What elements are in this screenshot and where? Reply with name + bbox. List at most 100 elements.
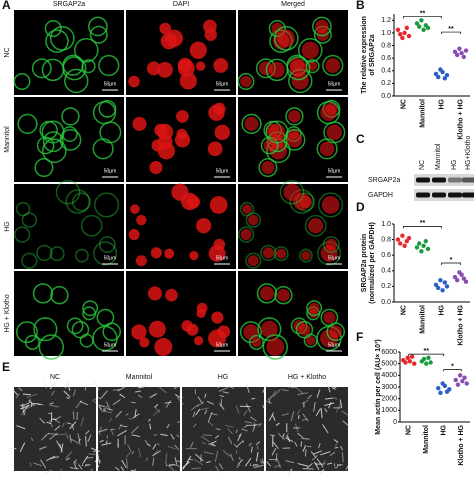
nucleus (277, 289, 290, 302)
significance-label: ** (420, 220, 426, 227)
nucleus (130, 204, 140, 214)
data-point (407, 34, 411, 38)
blot-band (432, 178, 446, 183)
data-point (465, 381, 469, 385)
nucleus (327, 125, 342, 140)
data-point (426, 26, 430, 30)
actin-fiber (260, 462, 266, 463)
nucleus (190, 42, 207, 59)
micrograph: 50μm (126, 10, 236, 95)
x-tick-label: Mannitol (423, 425, 430, 454)
data-point (400, 36, 404, 40)
data-point (464, 48, 468, 52)
nucleus (165, 289, 178, 302)
data-point (455, 278, 459, 282)
micrograph: 50μm (126, 97, 236, 182)
micrograph: 1 μm (176, 384, 267, 474)
micrograph: 50μm (14, 271, 124, 359)
data-point (443, 280, 447, 284)
actin-fiber (203, 435, 212, 436)
actin-fiber (324, 461, 325, 465)
band-label: SRGAP2a (368, 177, 400, 184)
nucleus (278, 30, 295, 47)
nucleus (129, 229, 140, 240)
y-tick-label: 1.2 (381, 17, 391, 24)
y-tick-label: 0.6 (381, 55, 391, 62)
column-header: SRGAP2a (53, 1, 85, 8)
scale-bar-label: 50μm (104, 255, 117, 261)
nucleus (323, 311, 335, 323)
blot-band (448, 193, 462, 198)
nucleus (164, 249, 174, 259)
data-point (438, 391, 442, 395)
lane-label: NC (419, 160, 426, 170)
y-tick-label: 0.0 (381, 93, 391, 100)
nucleus (215, 125, 230, 140)
image-background (266, 387, 348, 471)
significance-label: ** (424, 348, 430, 355)
nucleus (175, 132, 190, 147)
y-tick-label: 1.0 (381, 221, 391, 228)
scale-bar-label: 50μm (328, 255, 341, 261)
x-tick-label: Klotho + HG (457, 98, 464, 139)
data-point (436, 286, 440, 290)
data-point (421, 244, 425, 248)
column-header: Merged (281, 1, 305, 8)
nucleus (154, 338, 172, 356)
significance-label: ** (448, 26, 454, 33)
scale-bar-label: 50μm (328, 342, 341, 348)
row-label: Mannitol (4, 126, 11, 153)
micrograph: 1 μm (266, 380, 350, 476)
nucleus (189, 251, 198, 260)
scale-bar-label: 50μm (216, 342, 229, 348)
scale-bar-label: 1 μm (82, 462, 92, 467)
x-tick-label: Klotho + HG (458, 424, 465, 465)
y-tick-label: 0.8 (381, 236, 391, 243)
micrograph: 1 μm (8, 379, 101, 479)
nucleus (309, 303, 320, 314)
x-tick-label: HG (438, 304, 445, 315)
data-point (424, 239, 428, 243)
nucleus (326, 239, 337, 250)
data-point (412, 361, 416, 365)
nucleus (325, 58, 340, 73)
nucleus (320, 141, 335, 156)
y-axis-label: (normalized per GAPDH) (369, 222, 376, 304)
blot-band (432, 193, 446, 198)
column-header: Mannitol (126, 374, 153, 381)
blot-band (416, 193, 430, 198)
panel-label: F (356, 330, 363, 344)
data-point (407, 236, 411, 240)
nucleus (196, 218, 211, 233)
data-point (459, 51, 463, 55)
data-point (428, 360, 432, 364)
data-point (436, 75, 440, 79)
scale-bar-label: 1 μm (334, 462, 344, 467)
actin-fiber (302, 439, 310, 440)
actin-fiber (270, 435, 275, 436)
y-tick-label: 4000 (381, 372, 397, 379)
nucleus (248, 255, 259, 266)
y-tick-label: 1.0 (381, 30, 391, 37)
nucleus (149, 321, 166, 338)
nucleus (308, 218, 323, 233)
panel-label: B (356, 0, 365, 12)
nucleus (301, 251, 310, 260)
blot-band (416, 178, 430, 183)
nucleus (320, 104, 336, 120)
micrograph: 1 μm (91, 381, 184, 473)
data-point (408, 359, 412, 363)
significance-label: * (450, 257, 453, 264)
actin-fiber (44, 470, 51, 474)
data-point (458, 373, 462, 377)
nucleus (260, 286, 274, 300)
panel-label: E (2, 360, 10, 374)
x-tick-label: Mannitol (419, 99, 426, 128)
data-point (445, 284, 449, 288)
panel-label: A (2, 0, 11, 12)
x-tick-label: NC (406, 425, 413, 435)
data-point (455, 53, 459, 57)
data-point (403, 360, 407, 364)
data-point (417, 241, 421, 245)
nucleus (283, 184, 300, 201)
